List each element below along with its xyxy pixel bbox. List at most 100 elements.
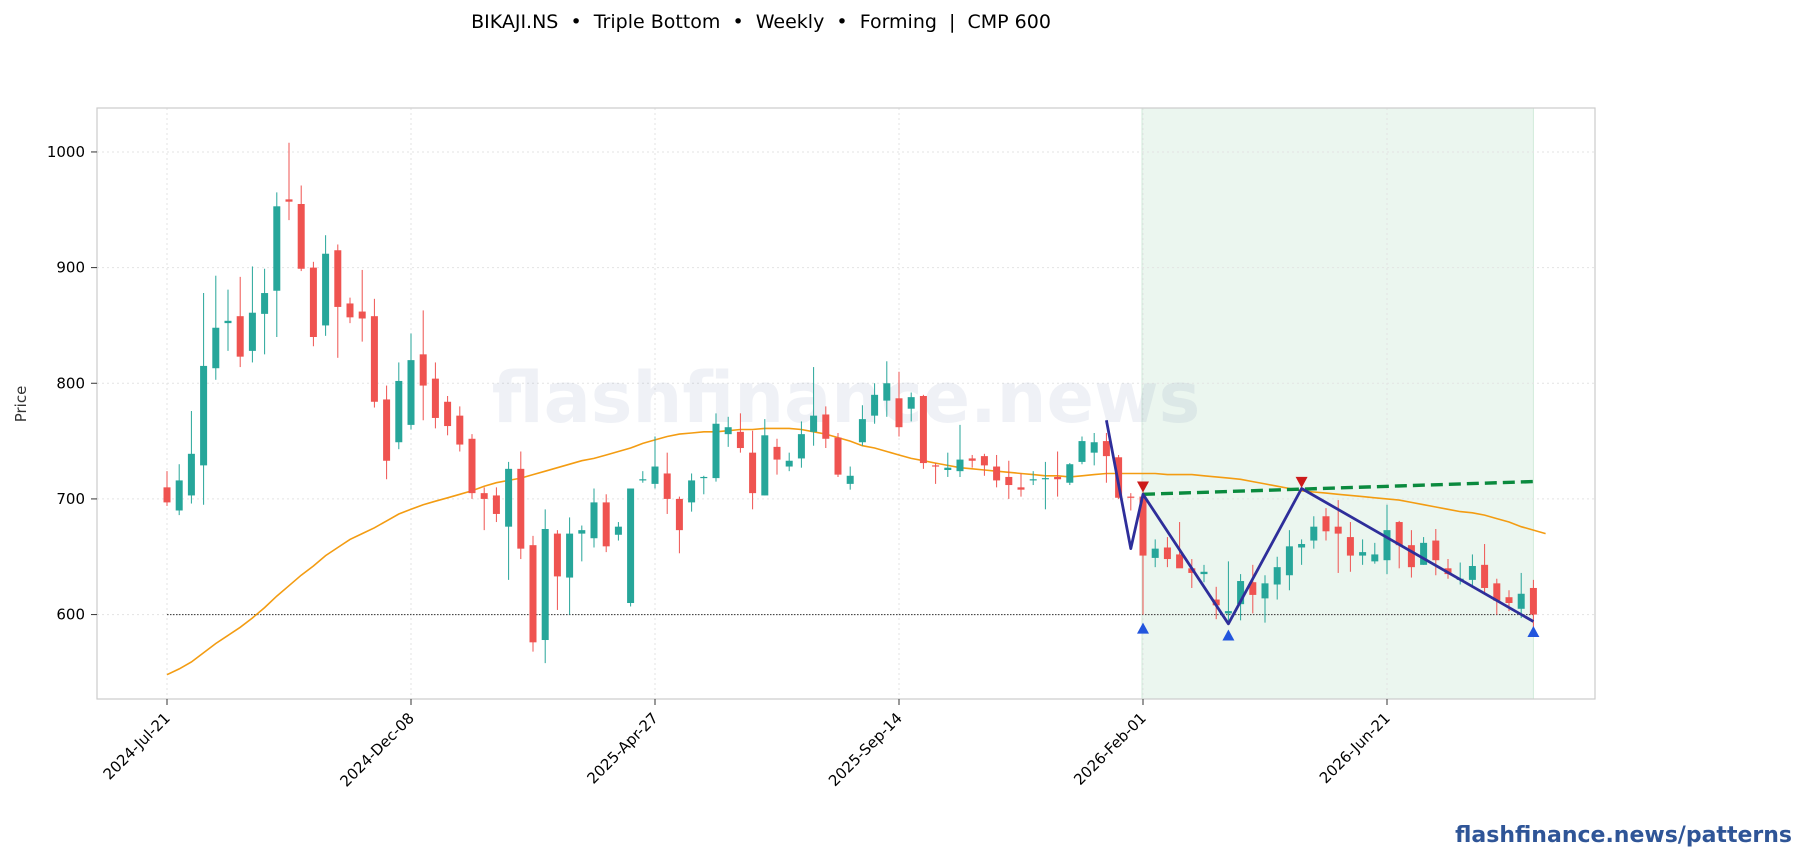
- candle: [175, 464, 183, 516]
- candle: [822, 406, 830, 449]
- candle: [919, 394, 927, 469]
- candle-body: [1090, 442, 1098, 453]
- candle: [797, 421, 805, 468]
- candle-body: [1139, 496, 1147, 556]
- candle: [309, 261, 317, 347]
- candle: [1200, 564, 1208, 583]
- candlesticks: [163, 142, 1537, 664]
- candle: [1273, 556, 1281, 600]
- candle: [956, 424, 964, 477]
- candle-body: [700, 476, 708, 479]
- candle: [907, 392, 915, 422]
- candle: [1176, 522, 1184, 569]
- candle: [1468, 554, 1476, 588]
- candle-body: [1261, 583, 1269, 599]
- chart-title: BIKAJI.NS • Triple Bottom • Weekly • For…: [471, 11, 1051, 33]
- candle: [370, 298, 378, 408]
- pattern-zone-layer: [1141, 108, 1534, 699]
- candle: [602, 494, 610, 553]
- candle-body: [175, 480, 183, 511]
- trough-marker: [1527, 626, 1540, 638]
- candle-body: [517, 468, 525, 549]
- candle: [200, 293, 208, 505]
- candle: [468, 434, 476, 499]
- plot-area: flashfinance.news: [96, 107, 1596, 700]
- candle-body: [1127, 496, 1135, 498]
- candle-body: [663, 473, 671, 499]
- candle: [578, 525, 586, 562]
- candle: [1322, 508, 1330, 541]
- candle: [932, 463, 940, 484]
- candle: [614, 522, 622, 541]
- candle: [1005, 460, 1013, 499]
- candle: [505, 461, 513, 580]
- candle-body: [688, 480, 696, 503]
- candle-body: [395, 380, 403, 443]
- candle: [785, 452, 793, 472]
- candle: [724, 416, 732, 447]
- candle-body: [1468, 565, 1476, 580]
- peak-marker: [1137, 481, 1149, 493]
- candle-body: [1310, 526, 1318, 541]
- candle: [358, 269, 366, 342]
- candle: [492, 487, 500, 523]
- candle-body: [1005, 476, 1013, 486]
- candle: [1139, 487, 1147, 615]
- candle-body: [309, 267, 317, 337]
- candle: [627, 488, 635, 607]
- candle: [1090, 432, 1098, 466]
- candle-body: [1176, 554, 1184, 569]
- candle: [322, 235, 330, 336]
- candle-body: [1407, 545, 1415, 568]
- candle-body: [834, 437, 842, 475]
- candle-body: [627, 488, 635, 604]
- candle-body: [1237, 581, 1245, 605]
- candle-body: [749, 452, 757, 494]
- candle: [736, 413, 744, 453]
- candle-body: [358, 311, 366, 319]
- candle-body: [651, 466, 659, 484]
- candle-body: [1383, 530, 1391, 561]
- plot-frame: [96, 107, 1596, 700]
- candle-body: [187, 453, 195, 496]
- candle-body: [1371, 554, 1379, 562]
- watermark: flashfinance.news: [492, 357, 1201, 439]
- candle-body: [1322, 516, 1330, 532]
- candle: [248, 266, 256, 363]
- candle: [334, 244, 342, 358]
- candle: [663, 452, 671, 514]
- candle: [1285, 530, 1293, 591]
- candle: [639, 471, 647, 483]
- candle: [834, 432, 842, 477]
- y-axis-label: Price: [12, 386, 30, 423]
- candle-body: [590, 502, 598, 539]
- candle: [383, 385, 391, 480]
- candle: [761, 419, 769, 496]
- candle: [1493, 578, 1501, 615]
- candle-body: [871, 394, 879, 416]
- candle: [1371, 542, 1379, 564]
- candle-body: [956, 459, 964, 472]
- y-tick-label: 600: [56, 606, 85, 624]
- candle-body: [1029, 479, 1037, 481]
- candle-body: [858, 419, 866, 443]
- candle: [1078, 436, 1086, 465]
- candle-body: [261, 293, 269, 314]
- candle-body: [883, 383, 891, 401]
- footer-site-link[interactable]: flashfinance.news/patterns: [1455, 823, 1792, 848]
- candle: [846, 466, 854, 490]
- candle-body: [675, 498, 683, 531]
- candle-body: [1505, 597, 1513, 604]
- pattern-markers: [1137, 476, 1540, 641]
- candle: [187, 411, 195, 504]
- candle-body: [846, 475, 854, 484]
- candle-body: [529, 545, 537, 643]
- candle-body: [492, 495, 500, 514]
- candle: [1334, 500, 1342, 573]
- candle: [1298, 539, 1306, 565]
- candle: [529, 535, 537, 652]
- candle-body: [944, 467, 952, 471]
- candle: [224, 289, 232, 351]
- candle: [1383, 504, 1391, 575]
- candle-body: [785, 460, 793, 467]
